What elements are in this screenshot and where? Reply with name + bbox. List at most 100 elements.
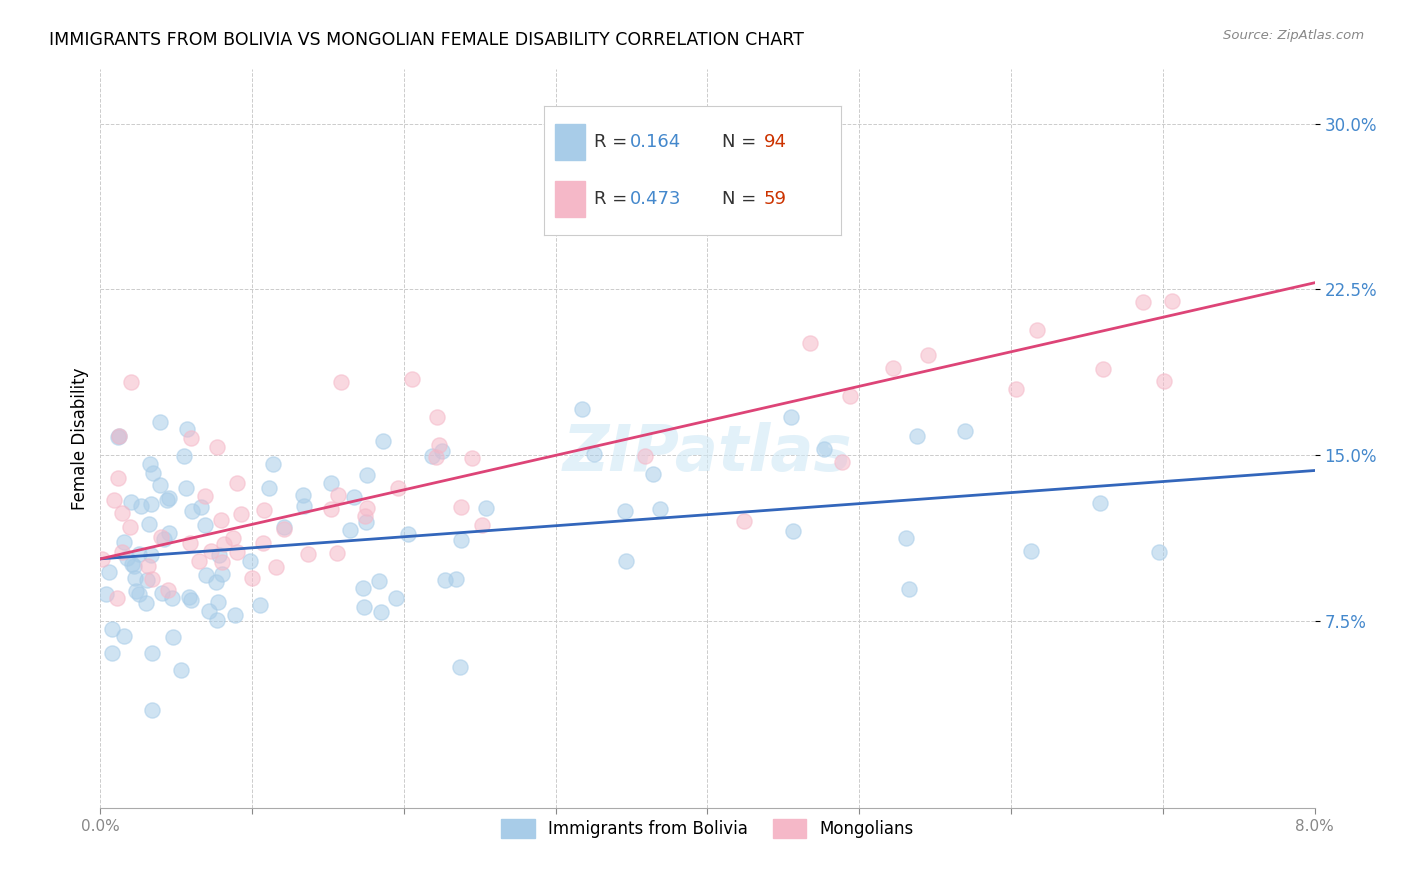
Point <box>124 558 146 573</box>
Point <box>831 455 853 469</box>
Point <box>839 389 862 403</box>
Point <box>385 591 408 605</box>
Point <box>208 549 231 563</box>
Point <box>100 647 122 661</box>
Point <box>650 502 672 516</box>
Text: Source: ZipAtlas.com: Source: ZipAtlas.com <box>1223 29 1364 42</box>
Point <box>136 558 159 573</box>
Point <box>634 449 657 463</box>
Point <box>1147 545 1170 559</box>
Point <box>128 586 150 600</box>
Point <box>125 584 148 599</box>
Point <box>159 525 181 540</box>
Point <box>194 567 217 582</box>
Point <box>198 604 221 618</box>
Point <box>205 575 228 590</box>
Point <box>356 468 378 483</box>
Point <box>222 531 245 545</box>
Point <box>253 502 276 516</box>
Point <box>128 548 150 562</box>
Point <box>205 613 228 627</box>
Point <box>475 500 498 515</box>
Point <box>326 545 349 559</box>
Point <box>444 572 467 586</box>
Point <box>110 506 132 520</box>
Point <box>118 520 141 534</box>
Point <box>1092 362 1115 376</box>
Point <box>226 475 249 490</box>
Point <box>160 591 183 605</box>
Point <box>107 430 129 444</box>
Point <box>471 518 494 533</box>
Point <box>370 605 392 619</box>
Point <box>103 493 125 508</box>
Point <box>882 361 904 376</box>
Point <box>450 500 472 515</box>
Point <box>426 409 449 424</box>
Point <box>187 554 209 568</box>
Point <box>433 573 456 587</box>
Point <box>733 514 755 528</box>
Point <box>194 518 217 533</box>
Point <box>156 583 179 598</box>
Point <box>354 508 377 523</box>
Text: IMMIGRANTS FROM BOLIVIA VS MONGOLIAN FEMALE DISABILITY CORRELATION CHART: IMMIGRANTS FROM BOLIVIA VS MONGOLIAN FEM… <box>49 31 804 49</box>
Point <box>138 516 160 531</box>
Point <box>139 548 162 562</box>
Point <box>273 520 295 534</box>
Point <box>139 497 162 511</box>
Point <box>239 554 262 568</box>
Point <box>319 502 342 516</box>
Text: ZIPatlas: ZIPatlas <box>562 422 852 484</box>
Point <box>170 663 193 677</box>
Point <box>368 574 391 589</box>
Point <box>905 429 928 443</box>
Point <box>120 375 142 389</box>
Point <box>112 629 135 643</box>
Point <box>190 500 212 514</box>
Point <box>194 489 217 503</box>
Point <box>330 376 353 390</box>
Point <box>420 450 443 464</box>
Point <box>264 560 287 574</box>
Point <box>212 537 235 551</box>
Point <box>129 499 152 513</box>
Point <box>142 466 165 480</box>
Point <box>107 470 129 484</box>
Point <box>90 552 112 566</box>
Point <box>94 587 117 601</box>
Point <box>141 703 163 717</box>
Point <box>150 586 173 600</box>
Point <box>352 582 374 596</box>
Point <box>156 492 179 507</box>
Point <box>321 475 343 490</box>
Point <box>252 536 274 550</box>
Point <box>135 573 157 587</box>
Point <box>387 481 409 495</box>
Point <box>273 522 295 536</box>
Point <box>401 372 423 386</box>
Point <box>211 555 233 569</box>
Point <box>353 599 375 614</box>
Point <box>180 432 202 446</box>
Point <box>229 508 252 522</box>
Point <box>179 590 201 604</box>
Point <box>813 442 835 456</box>
Point <box>224 608 246 623</box>
Point <box>257 481 280 495</box>
Point <box>779 409 801 424</box>
Point <box>121 558 143 572</box>
Point <box>205 440 228 454</box>
Point <box>396 527 419 541</box>
Point <box>425 450 447 464</box>
Point <box>139 457 162 471</box>
Point <box>262 457 284 471</box>
Point <box>176 422 198 436</box>
Point <box>176 481 198 495</box>
Point <box>124 571 146 585</box>
Point <box>641 467 664 481</box>
Point <box>450 533 472 547</box>
Point <box>1132 294 1154 309</box>
Point <box>782 524 804 538</box>
Point <box>149 416 172 430</box>
